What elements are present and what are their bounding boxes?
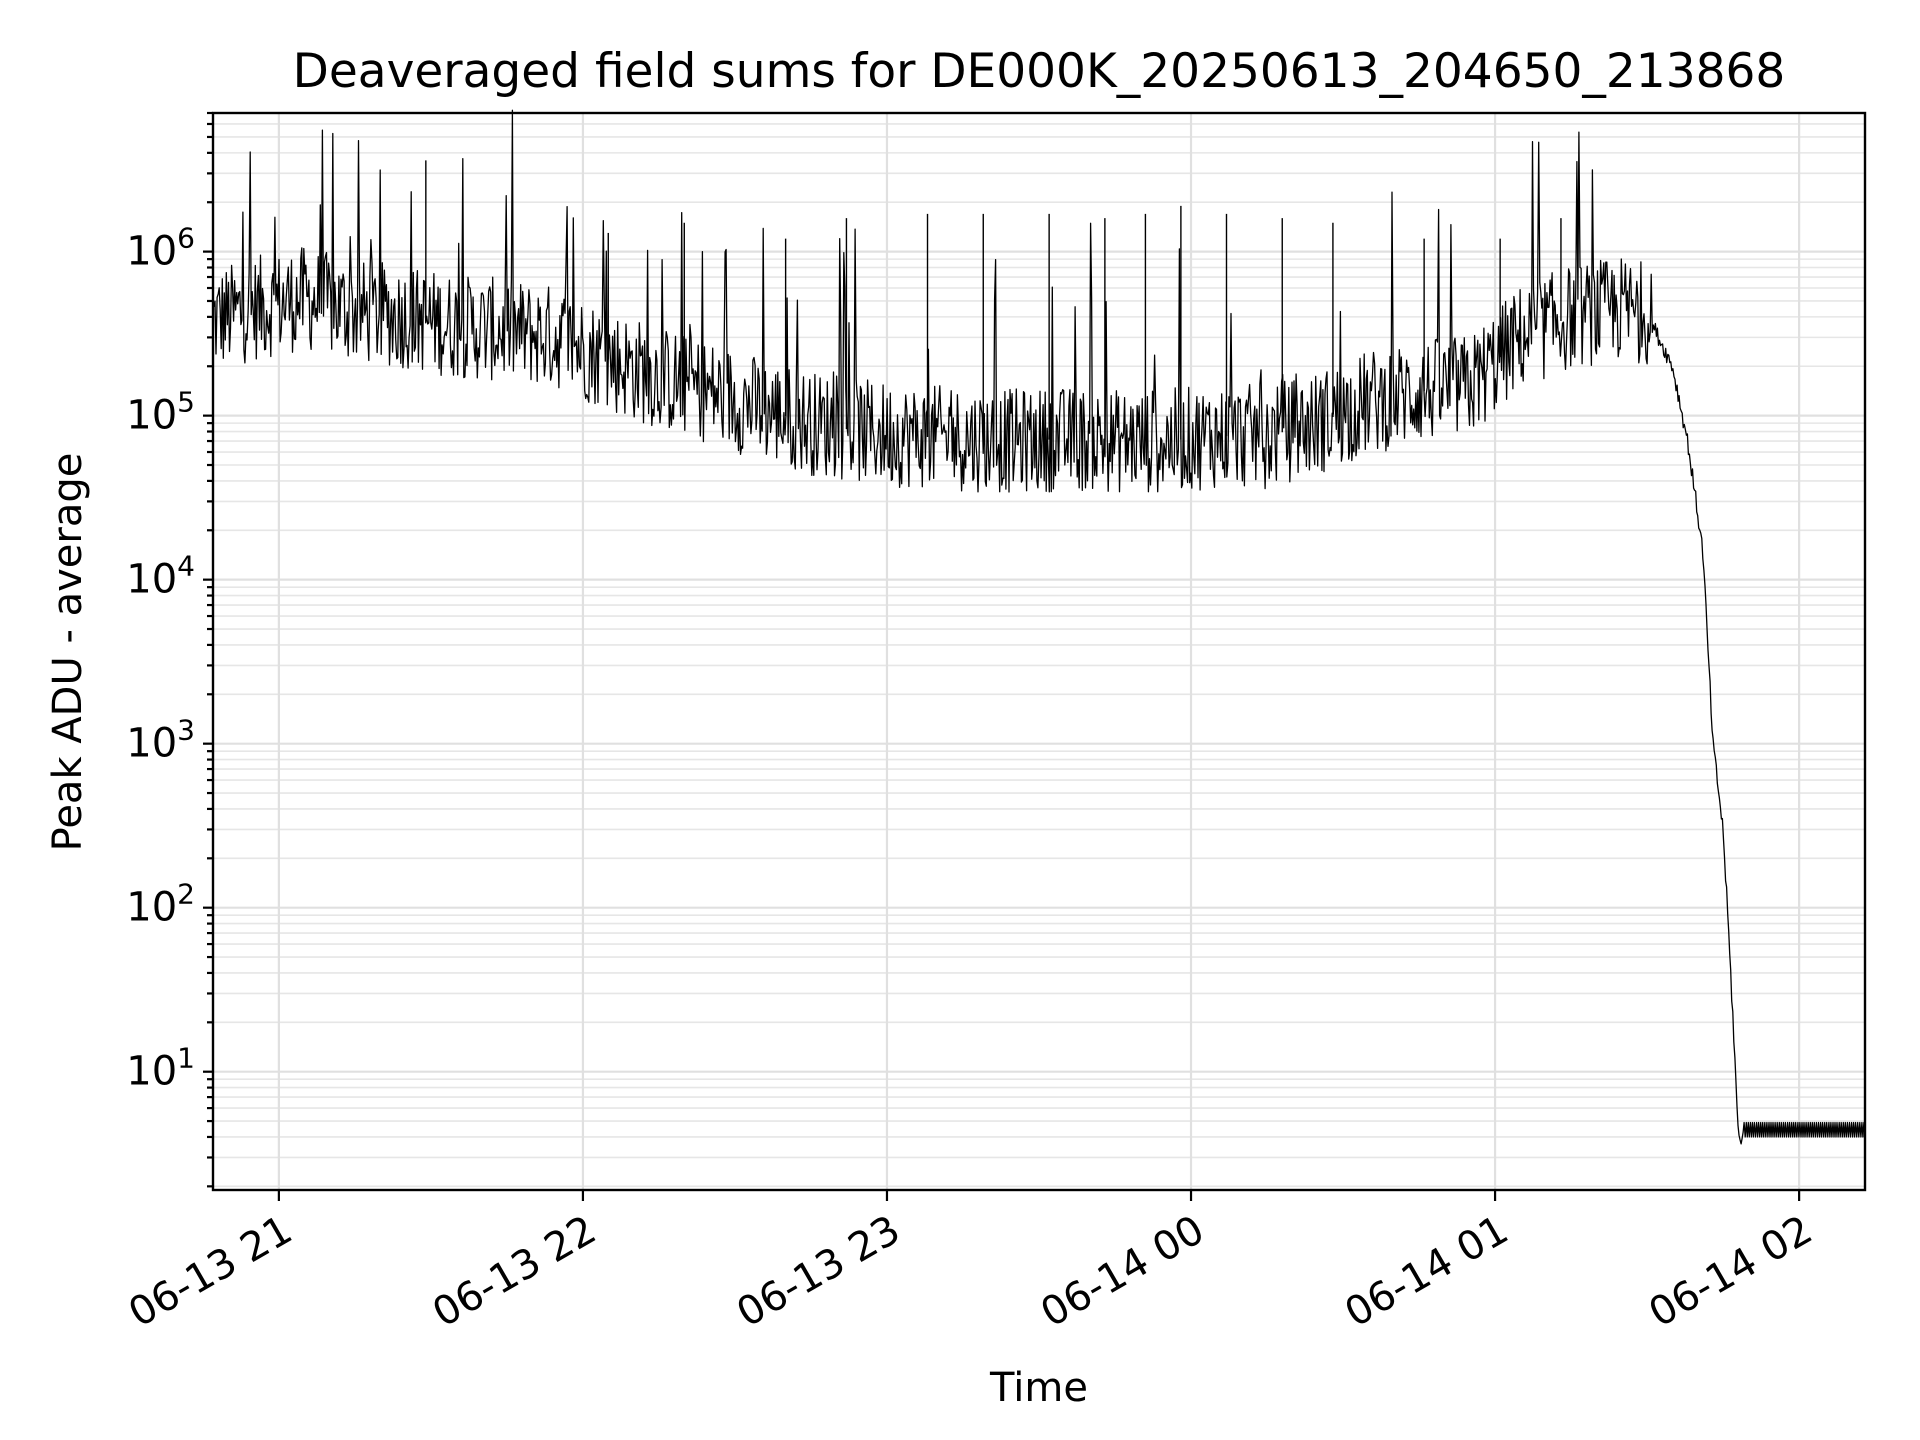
x-tick-label: 06-14 02 [1641,1207,1820,1337]
y-tick-label: 103 [126,714,195,767]
plot-area [212,109,1866,1145]
plot-frame [211,111,1867,1192]
chart-title: Deaveraged field sums for DE000K_2025061… [293,44,1786,99]
series-line [212,109,1866,1145]
y-axis-label: Peak ADU - average [45,453,91,852]
x-tick-label: 06-13 23 [729,1207,908,1337]
y-tick-label: 106 [126,222,195,275]
grid [213,112,1865,1190]
x-axis-label: Time [989,1365,1088,1411]
y-tick-label: 102 [126,878,195,931]
y-tick-label: 101 [126,1042,195,1095]
y-tick-label: 104 [126,550,195,603]
x-tick-label: 06-13 22 [425,1207,604,1337]
x-tick-label: 06-13 21 [121,1207,300,1337]
x-tick-label: 06-14 00 [1033,1207,1212,1337]
y-tick-label: 105 [126,386,195,439]
x-tick-label: 06-14 01 [1337,1207,1516,1337]
